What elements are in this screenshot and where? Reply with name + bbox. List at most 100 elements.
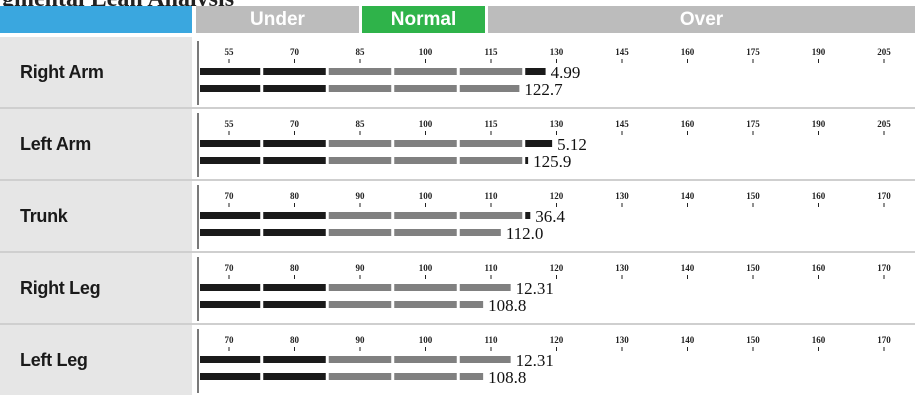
bar-segment bbox=[394, 373, 457, 380]
tick-label: 100 bbox=[419, 119, 433, 129]
row-label: Right Leg bbox=[20, 277, 101, 298]
bar-segment bbox=[459, 301, 484, 308]
tick-label: 80 bbox=[290, 263, 300, 273]
bar-segment bbox=[263, 157, 326, 164]
bar-segment bbox=[200, 373, 261, 380]
tick-label: 140 bbox=[681, 263, 695, 273]
bar-segment bbox=[394, 284, 457, 291]
tick-label: 70 bbox=[290, 119, 300, 129]
range-header: Under Normal Over bbox=[0, 0, 915, 34]
bar-segment bbox=[328, 284, 392, 291]
tick-label: 80 bbox=[290, 335, 300, 345]
tick-label: 175 bbox=[746, 119, 760, 129]
bar-segment bbox=[328, 212, 392, 219]
tick-label: 175 bbox=[746, 47, 760, 57]
tick-label: 90 bbox=[356, 263, 366, 273]
bar-segment bbox=[394, 356, 457, 363]
bar-segment bbox=[328, 229, 392, 236]
row-label-cell: Trunk bbox=[0, 181, 192, 251]
bar-segment bbox=[200, 140, 261, 147]
bar-segment bbox=[328, 301, 392, 308]
tick-label: 115 bbox=[484, 119, 498, 129]
tick-label: 145 bbox=[615, 47, 629, 57]
tick-label: 150 bbox=[746, 335, 760, 345]
row-label-cell: Left Leg bbox=[0, 325, 192, 395]
tick-label: 130 bbox=[615, 191, 629, 201]
bar-segment bbox=[263, 229, 326, 236]
value-label: 36.4 bbox=[535, 207, 565, 226]
bar-segment bbox=[394, 301, 457, 308]
bar-segment bbox=[459, 68, 523, 75]
tick-label: 100 bbox=[419, 335, 433, 345]
tick-label: 85 bbox=[356, 119, 366, 129]
value-label: 125.9 bbox=[533, 152, 571, 171]
value-label: 4.99 bbox=[551, 63, 581, 82]
bar-segment bbox=[200, 229, 261, 236]
row-label: Left Arm bbox=[20, 133, 91, 154]
tick-label: 170 bbox=[877, 335, 891, 345]
bar-segment bbox=[394, 212, 457, 219]
bar-segment bbox=[459, 229, 501, 236]
bar-segment bbox=[394, 68, 457, 75]
tick-label: 140 bbox=[681, 335, 695, 345]
bar-segment bbox=[200, 157, 261, 164]
bar-segment bbox=[525, 68, 546, 75]
bar-segment bbox=[459, 85, 520, 92]
row-right-arm: Right Arm 55 70 85 100 115 130 145 160 175 190 205… bbox=[0, 37, 915, 107]
row-label-cell: Right Leg bbox=[0, 253, 192, 323]
tick-label: 130 bbox=[615, 335, 629, 345]
tick-label: 85 bbox=[356, 47, 366, 57]
row-divider bbox=[0, 179, 915, 181]
tick-label: 190 bbox=[812, 47, 826, 57]
tick-label: 145 bbox=[615, 119, 629, 129]
bar-segment bbox=[263, 85, 326, 92]
value-label: 5.12 bbox=[557, 135, 587, 154]
tick-label: 130 bbox=[550, 47, 564, 57]
bar-segment bbox=[525, 157, 529, 164]
bar-segment bbox=[328, 157, 392, 164]
row-trunk: Trunk 708090100110120130140150160170936.… bbox=[0, 181, 915, 251]
bar-segment bbox=[200, 356, 261, 363]
tick-label: 150 bbox=[746, 191, 760, 201]
value-label: 122.7 bbox=[524, 80, 563, 99]
row-label: Trunk bbox=[20, 205, 68, 226]
value-label: 108.8 bbox=[488, 368, 526, 387]
bar-segment bbox=[525, 212, 531, 219]
bar-segment bbox=[263, 140, 326, 147]
bar-segment bbox=[200, 284, 261, 291]
bar-segment bbox=[394, 229, 457, 236]
tick-label: 70 bbox=[225, 191, 235, 201]
row-right-leg: Right Leg 70 80 90 100 110 120 130 140 150 160 170… bbox=[0, 253, 915, 323]
value-label: 112.0 bbox=[506, 224, 544, 243]
row-label: Right Arm bbox=[20, 61, 104, 82]
bar-segment bbox=[525, 140, 553, 147]
bar-segment bbox=[200, 85, 261, 92]
bar-segment bbox=[200, 301, 261, 308]
tick-label: 150 bbox=[746, 263, 760, 273]
bar-segment bbox=[263, 373, 326, 380]
tick-label: 120 bbox=[550, 335, 564, 345]
tick-label: 100 bbox=[419, 191, 433, 201]
value-label: 12.31 bbox=[516, 279, 554, 298]
bar-segment bbox=[459, 212, 523, 219]
row-label-cell: Left Arm bbox=[0, 109, 192, 179]
tick-label: 70 bbox=[290, 47, 300, 57]
bar-segment bbox=[200, 212, 261, 219]
tick-label: 100 bbox=[419, 47, 433, 57]
bar-segment bbox=[394, 140, 457, 147]
bar-segment bbox=[459, 157, 523, 164]
tick-label: 70 bbox=[225, 263, 235, 273]
row-divider bbox=[0, 251, 915, 253]
row-divider bbox=[0, 323, 915, 325]
bar-segment bbox=[394, 157, 457, 164]
tick-label: 190 bbox=[812, 119, 826, 129]
tick-label: 205 bbox=[877, 47, 891, 57]
tick-label: 160 bbox=[812, 191, 826, 201]
over-range-header: Over bbox=[488, 6, 915, 33]
bar-segment bbox=[459, 284, 511, 291]
bar-segment bbox=[394, 85, 457, 92]
tick-label: 130 bbox=[550, 119, 564, 129]
row-label: Left Leg bbox=[20, 349, 88, 370]
bar-segment bbox=[328, 373, 392, 380]
